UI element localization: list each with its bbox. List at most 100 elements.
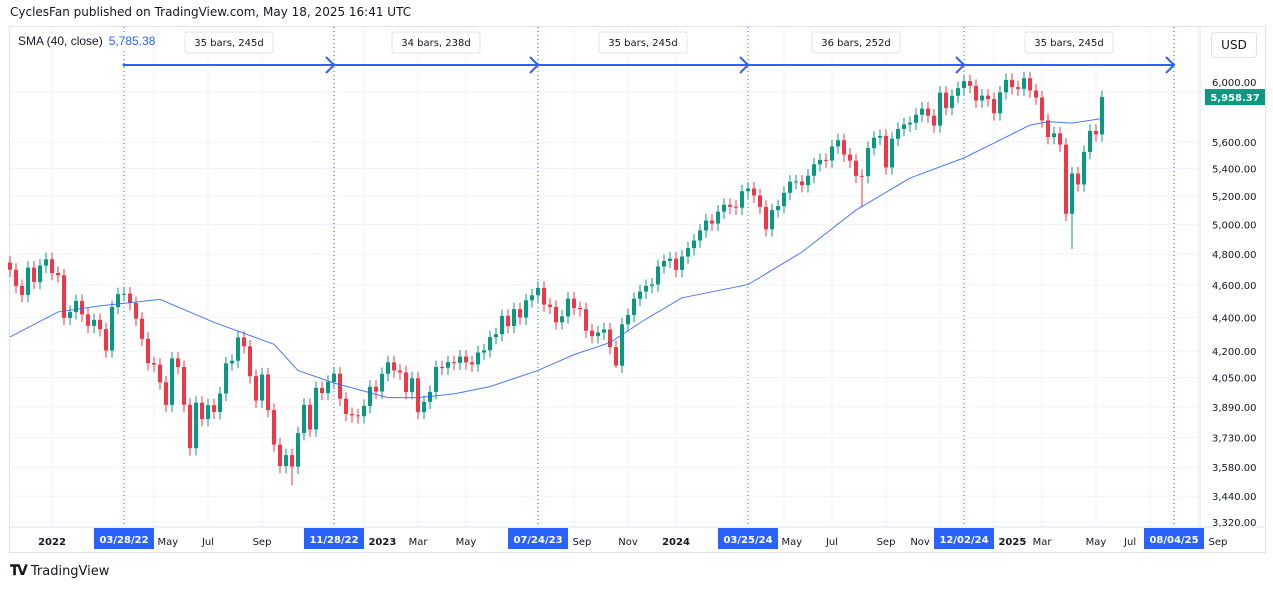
candle-up [626,314,630,325]
candle-up [362,405,366,417]
measurement-box [1024,31,1114,54]
candle-up [1100,97,1104,135]
candle-up [194,402,198,449]
candle-down [416,378,420,413]
candle-up [902,124,906,129]
footer-brand[interactable]: 𝐓V TradingView [10,563,109,579]
candle-down [266,374,270,411]
candle-down [944,92,948,108]
candle-down [974,85,978,101]
candle-up [110,307,114,351]
x-tick-label: 2025 [998,537,1026,548]
cycle-date-box [934,528,994,549]
candle-down [182,367,186,405]
candle-up [26,267,30,295]
candle-up [44,259,48,266]
candle-down [158,364,162,383]
candle-up [818,159,822,165]
candle-up [650,284,654,286]
candle-up [794,181,798,183]
candle-down [32,267,36,282]
candle-down [272,410,276,445]
sma-line [9,117,1103,399]
candle-down [164,382,168,405]
y-tick-label: 4,050.00 [1212,374,1257,385]
y-tick-label: 4,200.00 [1212,347,1257,358]
candle-up [434,367,438,392]
candle-up [302,404,306,434]
candle-up [122,293,126,295]
candle-down [1058,133,1062,145]
candle-down [926,108,930,116]
candle-down [278,444,282,466]
candle-down [554,306,558,323]
candle-up [938,92,942,126]
measurement-box [811,31,901,54]
candle-down [1046,120,1050,138]
sma-legend[interactable]: SMA (40, close) 5,785.38 [18,34,156,48]
candle-up [218,393,222,412]
candle-down [548,304,552,307]
candle-up [488,337,492,351]
brand-name: TradingView [30,563,110,579]
candle-up [230,360,234,364]
x-tick-label: Mar [409,537,429,548]
candle-up [1082,151,1086,185]
candle-down [1034,90,1038,98]
candle-up [314,387,318,430]
candle-up [878,135,882,138]
candle-down [506,315,510,326]
y-tick-label: 3,730.00 [1212,433,1257,444]
candle-down [758,195,762,207]
candle-down [1094,130,1098,135]
measurement-box [184,31,274,54]
candle-up [326,381,330,393]
y-tick-label: 4,600.00 [1212,281,1257,292]
candle-down [854,160,858,176]
candle-down [20,285,24,295]
candle-down [392,362,396,371]
x-tick-label: Sep [877,537,896,548]
publish-attribution: CyclesFan published on TradingView.com, … [10,5,412,19]
candle-up [956,88,960,96]
candle-down [992,99,996,114]
candle-down [728,204,732,207]
candle-down [398,370,402,373]
candle-down [128,293,132,303]
candle-up [284,455,288,466]
candle-up [524,300,528,318]
candle-up [260,374,264,401]
x-tick-label: May [782,537,803,548]
x-tick-label: 2022 [38,537,66,548]
candle-up [236,337,240,361]
candle-up [662,260,666,267]
candle-down [608,329,612,348]
x-tick-label: Sep [253,537,272,548]
candle-down [710,220,714,224]
arrow-start-dot [122,63,126,67]
candle-down [242,337,246,347]
currency-button[interactable]: USD [1211,32,1257,58]
x-tick-label: Jul [825,537,838,548]
candle-down [1064,144,1068,214]
candle-up [74,301,78,313]
candle-down [50,259,54,273]
candle-down [356,415,360,417]
candle-up [686,248,690,257]
x-tick-label: 2024 [662,537,690,548]
candle-up [716,211,720,224]
y-tick-label: 5,400.00 [1212,165,1257,176]
x-tick-label: May [1086,537,1107,548]
candle-up [740,191,744,208]
y-tick-label: 3,440.00 [1212,492,1257,503]
y-tick-label: 3,320.00 [1212,518,1257,529]
candle-up [602,329,606,333]
candle-down [56,272,60,276]
candle-down [824,159,828,161]
candle-down [932,115,936,126]
candle-up [1052,133,1056,138]
candle-up [476,352,480,365]
cycle-date-label: 12/02/24 [939,535,988,546]
candle-down [308,404,312,430]
